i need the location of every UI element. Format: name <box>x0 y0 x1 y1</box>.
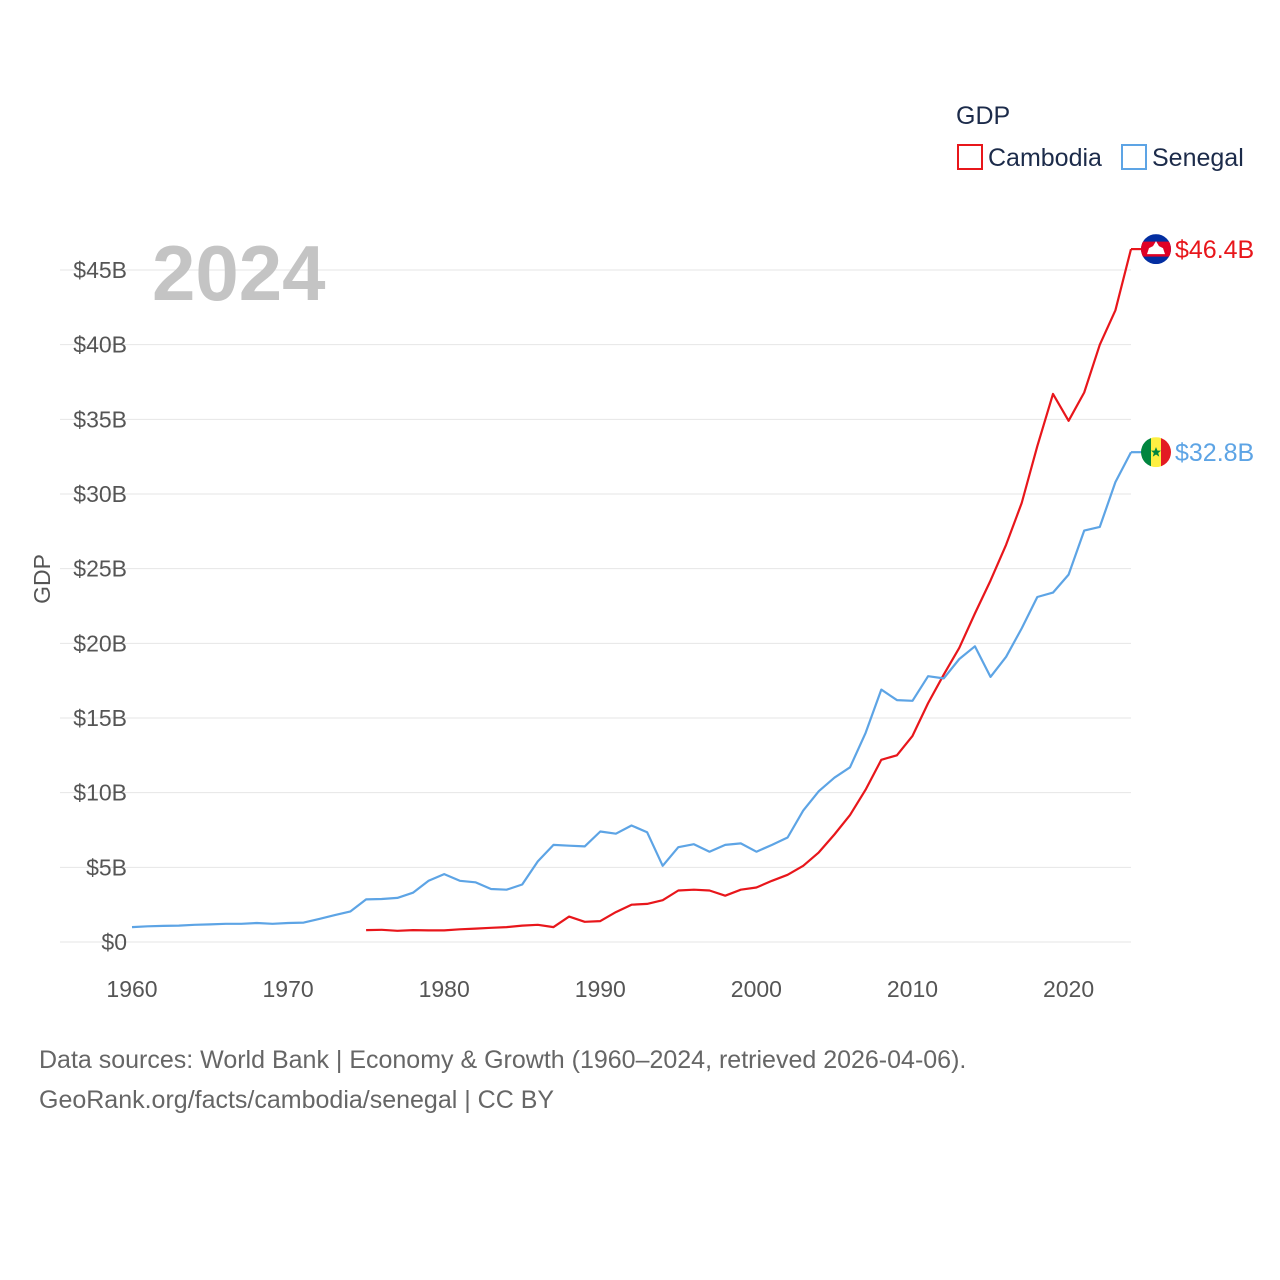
x-tick-label: 1980 <box>419 976 470 1002</box>
x-axis-ticks: 1960 1970 1980 1990 2000 2010 2020 <box>106 976 1094 1002</box>
gridlines <box>60 269 1131 943</box>
legend-title: GDP <box>956 102 1010 130</box>
x-tick-label: 2020 <box>1043 976 1094 1002</box>
legend-item-cambodia[interactable]: Cambodia <box>957 144 1102 172</box>
y-tick-label: $35B <box>73 406 127 432</box>
y-tick-label: $15B <box>73 705 127 731</box>
series-lines <box>131 248 1133 932</box>
y-tick-label: $0 <box>101 929 127 955</box>
y-tick-label: $25B <box>73 556 127 582</box>
y-tick-label: $40B <box>73 332 127 358</box>
y-tick-label: $5B <box>86 854 127 880</box>
y-tick-label: $30B <box>73 481 127 507</box>
x-tick-label: 1990 <box>575 976 626 1002</box>
y-tick-label: $10B <box>73 780 127 806</box>
legend-item-senegal[interactable]: Senegal <box>1121 144 1244 172</box>
x-tick-label: 2010 <box>887 976 938 1002</box>
legend-label-senegal: Senegal <box>1152 144 1244 172</box>
x-tick-label: 1970 <box>263 976 314 1002</box>
end-value-label-cambodia: $46.4B <box>1175 236 1254 264</box>
source-line-1: Data sources: World Bank | Economy & Gro… <box>39 1046 967 1074</box>
legend-label-cambodia: Cambodia <box>988 144 1102 172</box>
end-labels: $46.4B $32.8B <box>1131 234 1254 468</box>
series-line-cambodia[interactable] <box>366 248 1133 932</box>
y-tick-label: $20B <box>73 630 127 656</box>
x-tick-label: 2000 <box>731 976 782 1002</box>
source-note: Data sources: World Bank | Economy & Gro… <box>39 1040 966 1120</box>
y-axis-ticks: $0 $5B $10B $15B $20B $25B $30B $35B $40B $45B <box>73 257 127 955</box>
y-tick-label: $45B <box>73 257 127 283</box>
legend-swatch-cambodia <box>957 144 983 170</box>
x-tick-label: 1960 <box>106 976 157 1002</box>
series-line-senegal[interactable] <box>131 451 1132 929</box>
senegal-flag-icon <box>1141 437 1171 468</box>
legend-swatch-senegal <box>1121 144 1147 170</box>
source-line-2: GeoRank.org/facts/cambodia/senegal | CC … <box>39 1086 555 1114</box>
year-label: 2024 <box>152 229 326 317</box>
y-axis-label: GDP <box>29 554 55 604</box>
legend: GDP Cambodia Senegal <box>956 102 1244 172</box>
end-value-label-senegal: $32.8B <box>1175 439 1254 467</box>
cambodia-flag-icon <box>1141 234 1171 265</box>
